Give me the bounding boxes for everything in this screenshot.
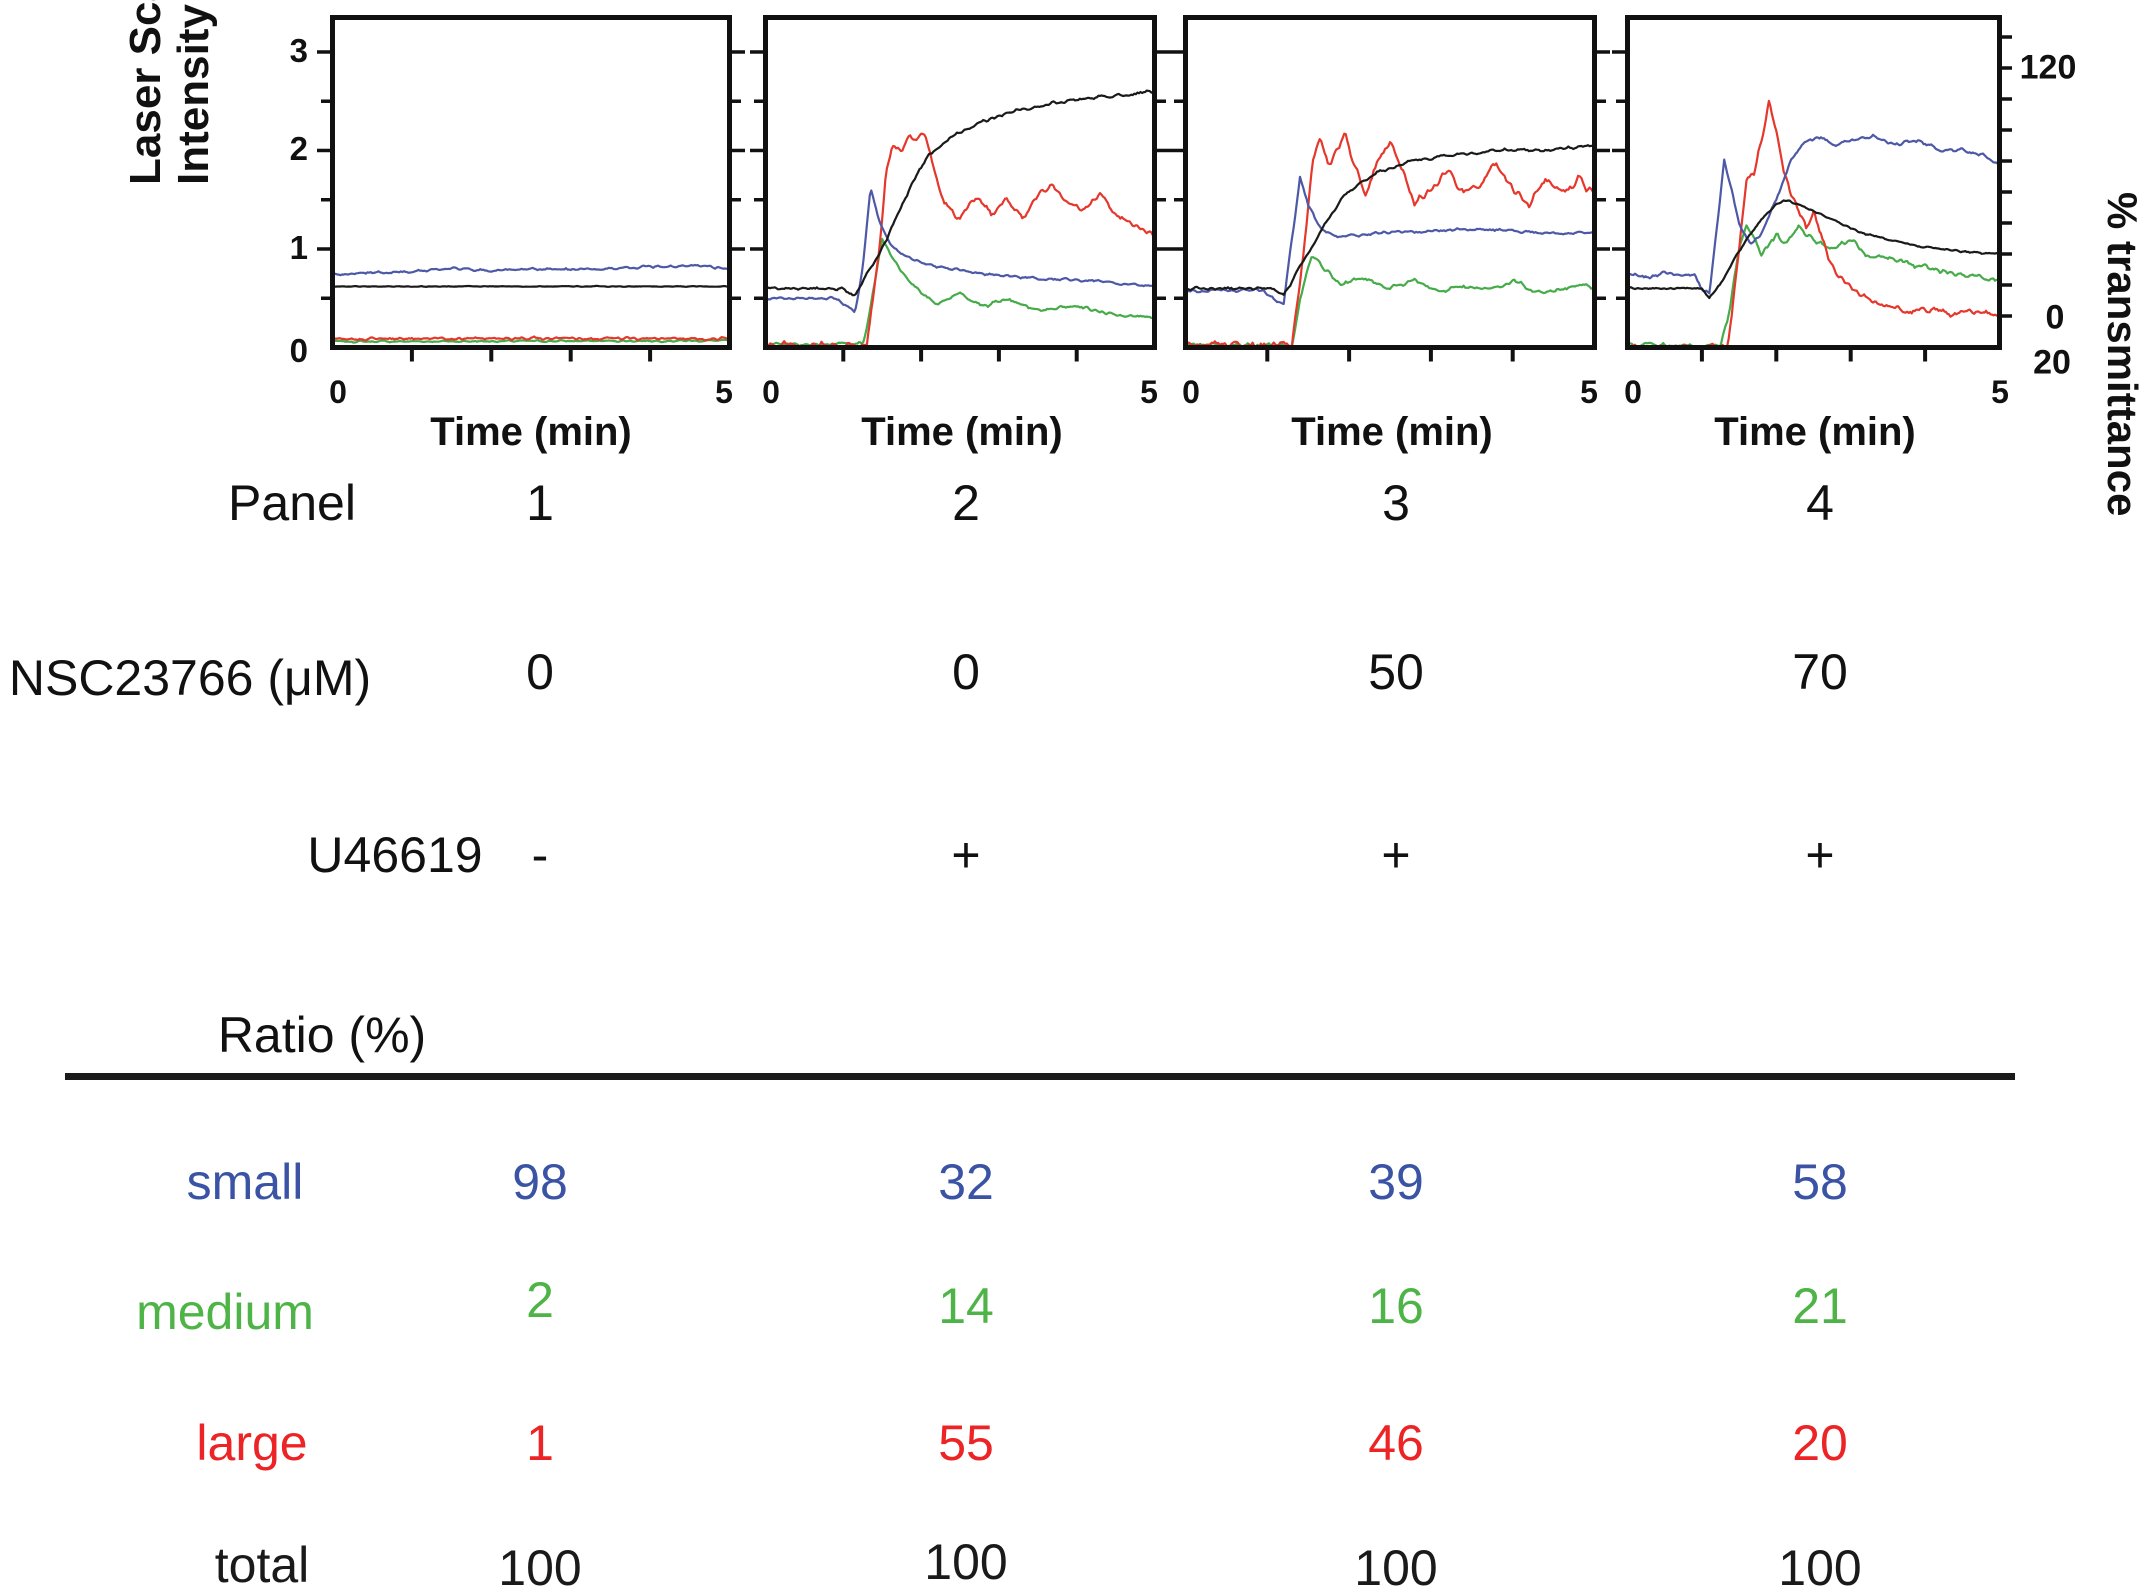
p3-x-axis-title: Time (min): [1291, 410, 1493, 454]
small-row-label: small: [186, 1154, 304, 1210]
right-tick-0: 0: [2045, 298, 2065, 337]
large-value-3: 46: [1368, 1415, 1424, 1471]
p2-xtick-5: 5: [1140, 374, 1158, 410]
small-value-2: 32: [938, 1154, 994, 1210]
medium-value-3: 16: [1368, 1278, 1424, 1334]
trace-small-aggregates: [332, 263, 731, 277]
trace-transmittance: [1627, 199, 2000, 300]
small-value-3: 39: [1368, 1154, 1424, 1210]
p1-xtick-0: 0: [329, 374, 347, 410]
medium-row-label: medium: [136, 1284, 314, 1340]
p3-xtick-0: 0: [1182, 374, 1200, 410]
right-tick-20: 20: [2033, 343, 2071, 382]
p4-xtick-5: 5: [1991, 374, 2009, 410]
total-value-3: 100: [1354, 1540, 1438, 1594]
medium-value-2: 14: [938, 1278, 994, 1334]
ratio-header: Ratio (%): [217, 1007, 427, 1063]
u46619-row-label: U46619: [307, 827, 483, 883]
trace-medium-aggregates: [1626, 224, 2000, 349]
trace-panel-4-chart: [1612, 15, 2012, 362]
trace-transmittance: [1185, 144, 1596, 296]
y-tick-1: 1: [289, 229, 308, 266]
panel-number-1: 1: [526, 475, 554, 531]
p2-xtick-0: 0: [762, 374, 780, 410]
trace-transmittance: [332, 284, 730, 288]
large-row-label: large: [196, 1415, 308, 1471]
panel-number-4: 4: [1806, 475, 1834, 531]
y-tick-2: 2: [289, 130, 308, 167]
panel-number-2: 2: [952, 475, 980, 531]
total-row-label: total: [214, 1537, 310, 1593]
panel-number-3: 3: [1382, 475, 1410, 531]
trace-large-aggregates: [764, 132, 1156, 349]
right-tick-120: 120: [2019, 48, 2077, 87]
total-value-1: 100: [498, 1540, 582, 1594]
large-value-1: 1: [526, 1415, 554, 1471]
large-value-4: 20: [1792, 1415, 1848, 1471]
trace-medium-aggregates: [764, 237, 1155, 348]
p1-xtick-5: 5: [715, 374, 733, 410]
trace-large-aggregates: [1185, 132, 1596, 349]
trace-panel-2-chart: [750, 15, 1170, 362]
y-tick-0: 0: [289, 332, 308, 369]
p4-xtick-0: 0: [1624, 374, 1642, 410]
p2-x-axis-title: Time (min): [861, 410, 1063, 454]
trace-panel-2: [750, 15, 1170, 362]
large-value-2: 55: [938, 1415, 994, 1471]
nsc23766-value-2: 0: [952, 644, 980, 700]
p3-xtick-5: 5: [1580, 374, 1598, 410]
u46619-value-3: +: [1381, 827, 1411, 883]
nsc23766-value-3: 50: [1368, 644, 1424, 700]
total-value-2: 100: [924, 1534, 1008, 1590]
small-value-1: 98: [512, 1154, 568, 1210]
nsc23766-value-1: 0: [526, 644, 554, 700]
small-value-4: 58: [1792, 1154, 1848, 1210]
trace-medium-aggregates: [332, 338, 730, 344]
trace-large-aggregates: [1627, 99, 2001, 349]
trace-transmittance: [765, 89, 1155, 297]
p4-x-axis-title: Time (min): [1714, 410, 1916, 454]
trace-large-aggregates: [332, 335, 730, 342]
medium-value-1: 2: [526, 1272, 554, 1328]
trace-small-aggregates: [1627, 133, 2001, 295]
u46619-value-4: +: [1805, 827, 1835, 883]
trace-panel-4: [1612, 15, 2012, 362]
trace-panel-1: [317, 15, 745, 362]
p1-x-axis-title: Time (min): [430, 410, 632, 454]
trace-panel-1-chart: [317, 15, 745, 362]
u46619-value-1: -: [531, 827, 549, 883]
nsc23766-row-label: NSC23766 (μM): [8, 650, 372, 706]
trace-small-aggregates: [765, 189, 1155, 313]
u46619-value-2: +: [951, 827, 981, 883]
trace-panel-3-chart: [1170, 15, 1610, 362]
nsc23766-value-4: 70: [1792, 644, 1848, 700]
trace-medium-aggregates: [1185, 256, 1595, 349]
total-value-4: 100: [1778, 1540, 1862, 1594]
trace-panel-3: [1170, 15, 1610, 362]
medium-value-4: 21: [1792, 1278, 1848, 1334]
y-tick-3: 3: [289, 32, 308, 69]
panel-row-label: Panel: [228, 475, 356, 531]
table-divider: [65, 1073, 2015, 1080]
